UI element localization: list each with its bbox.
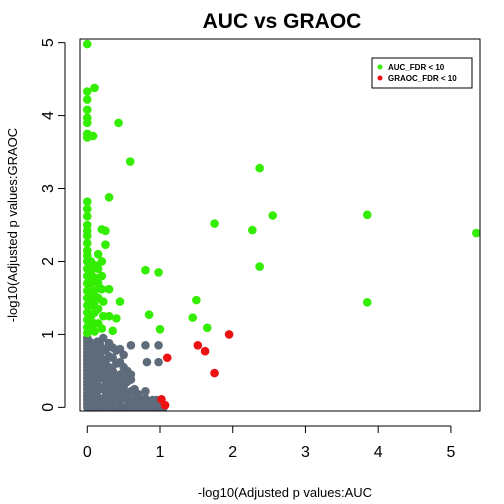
data-point bbox=[108, 366, 118, 376]
data-point bbox=[210, 219, 219, 228]
data-point bbox=[154, 357, 163, 367]
data-point bbox=[82, 197, 92, 206]
legend-marker bbox=[377, 75, 383, 81]
data-point bbox=[362, 298, 372, 307]
data-point bbox=[119, 350, 128, 360]
legend-label: GRAOC_FDR < 10 bbox=[388, 74, 457, 83]
data-point bbox=[248, 225, 257, 235]
data-point bbox=[115, 297, 125, 306]
data-point bbox=[97, 257, 107, 266]
plot-frame bbox=[79, 38, 481, 412]
data-point bbox=[82, 105, 92, 115]
data-point bbox=[104, 192, 114, 202]
data-point bbox=[141, 341, 150, 350]
data-point bbox=[98, 297, 108, 306]
y-tick-label: 3 bbox=[40, 184, 57, 193]
data-point bbox=[141, 265, 150, 275]
data-point bbox=[362, 210, 372, 220]
data-point bbox=[126, 370, 136, 379]
x-tick-label: 2 bbox=[228, 444, 237, 461]
data-point bbox=[192, 295, 201, 305]
data-point bbox=[82, 95, 92, 104]
x-tick-label: 5 bbox=[446, 444, 455, 461]
y-tick-label: 2 bbox=[40, 257, 57, 266]
data-point bbox=[114, 118, 123, 128]
data-point bbox=[82, 204, 92, 214]
legend: AUC_FDR < 10 GRAOC_FDR < 10 bbox=[371, 57, 473, 89]
points-layer bbox=[82, 39, 481, 412]
data-point bbox=[82, 211, 92, 221]
y-tick-label: 4 bbox=[40, 111, 57, 120]
data-point bbox=[224, 330, 234, 339]
x-axis-label: -log10(Adjusted p values:AUC bbox=[198, 485, 372, 500]
data-point bbox=[112, 314, 121, 323]
data-point bbox=[93, 304, 103, 314]
y-tick-label: 0 bbox=[40, 403, 57, 412]
chart-title: AUC vs GRAOC bbox=[203, 10, 362, 33]
data-point bbox=[108, 326, 118, 336]
data-point bbox=[82, 87, 92, 96]
data-point bbox=[472, 228, 481, 238]
data-point bbox=[97, 284, 107, 294]
data-point bbox=[98, 333, 108, 343]
x-tick-label: 1 bbox=[156, 444, 165, 461]
y-tick-label: 1 bbox=[40, 330, 57, 339]
data-point bbox=[160, 400, 170, 410]
data-point bbox=[193, 341, 203, 350]
legend-box bbox=[371, 57, 473, 89]
y-axis: 0 1 2 3 4 5 bbox=[40, 38, 66, 412]
data-point bbox=[126, 341, 136, 350]
data-point bbox=[88, 131, 98, 141]
data-point bbox=[90, 83, 99, 93]
data-point bbox=[97, 324, 107, 333]
data-point bbox=[93, 264, 103, 274]
data-point bbox=[104, 311, 114, 321]
y-tick-label: 5 bbox=[40, 38, 57, 47]
x-tick-label: 4 bbox=[374, 444, 383, 461]
x-tick-label: 3 bbox=[301, 444, 310, 461]
data-point bbox=[155, 325, 165, 334]
data-point bbox=[268, 211, 278, 220]
data-point bbox=[188, 313, 198, 322]
data-point bbox=[144, 310, 154, 320]
data-point bbox=[255, 163, 264, 173]
data-point bbox=[162, 353, 172, 363]
x-tick-label: 0 bbox=[83, 444, 92, 461]
data-point bbox=[82, 238, 92, 248]
data-point bbox=[142, 357, 152, 367]
data-point bbox=[154, 341, 163, 350]
data-point bbox=[101, 240, 110, 249]
data-point bbox=[141, 387, 150, 396]
data-point bbox=[82, 39, 92, 49]
data-point bbox=[202, 323, 212, 333]
data-point bbox=[255, 262, 264, 271]
legend-label: AUC_FDR < 10 bbox=[388, 63, 445, 72]
data-point bbox=[93, 249, 103, 259]
data-point bbox=[90, 286, 99, 295]
data-point bbox=[125, 157, 135, 166]
data-point bbox=[82, 231, 92, 241]
data-point bbox=[154, 268, 163, 277]
data-point bbox=[82, 118, 92, 128]
data-point bbox=[104, 284, 114, 294]
x-axis: 0 1 2 3 4 5 bbox=[83, 425, 455, 461]
data-point bbox=[200, 346, 210, 356]
data-point bbox=[101, 226, 110, 236]
legend-marker bbox=[377, 64, 383, 70]
y-axis-label: -log10(Adjusted p values:GRAOC bbox=[5, 128, 20, 322]
data-point bbox=[90, 327, 99, 336]
data-point bbox=[210, 368, 219, 378]
data-point bbox=[97, 271, 107, 281]
